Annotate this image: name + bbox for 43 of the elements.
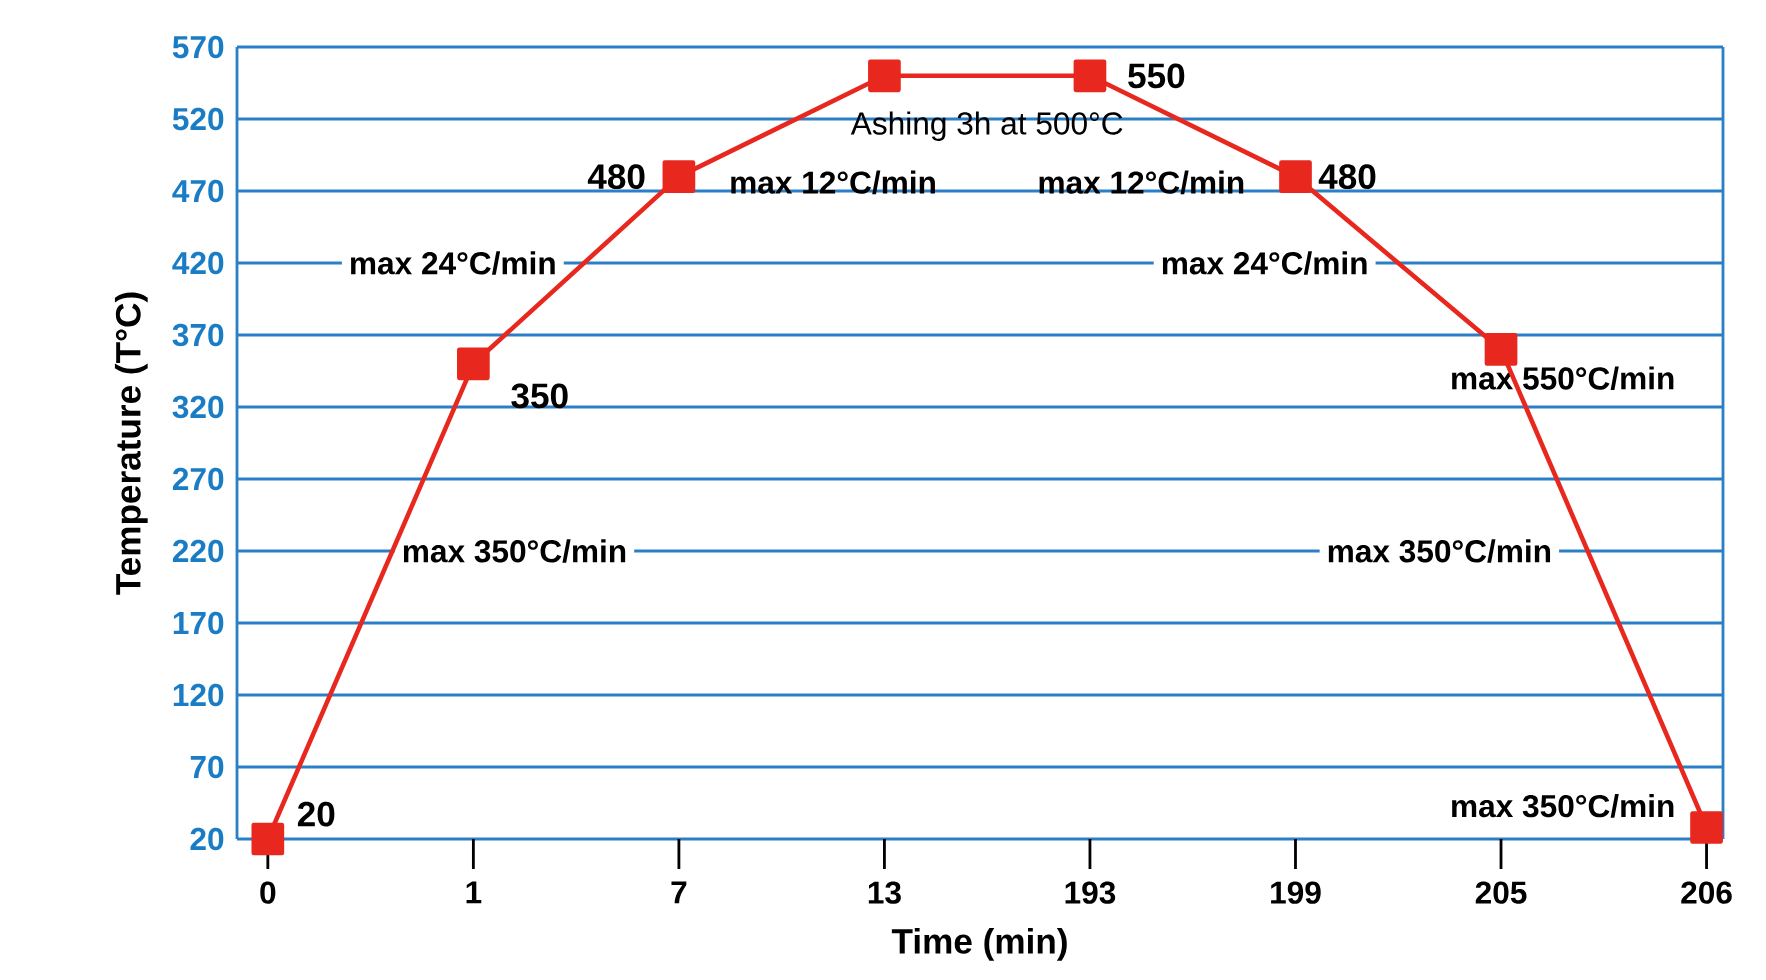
x-tick-label: 199 [1271,881,1321,904]
data-label: 480 [587,164,645,190]
y-tick-label: 520 [172,107,224,131]
point [1279,160,1312,193]
annotation: max 24°C/min [351,251,555,275]
point [1484,333,1518,366]
y-tick-label: 570 [172,35,224,59]
x-tick-label: 1 [466,881,482,904]
annotation: max 24°C/min [1162,251,1367,275]
y-tick-label: 320 [172,395,224,419]
x-tick-label: 7 [671,881,687,904]
y-tick-label: 420 [172,251,224,275]
y-tick-label: 20 [190,827,224,851]
point [251,822,285,856]
y-tick-label: 120 [173,683,224,707]
y-tick-label: 270 [172,467,224,491]
point [1690,811,1723,844]
point [662,160,696,193]
x-tick-label: 205 [1475,881,1527,904]
y-tick-label: 70 [190,755,224,779]
point [1073,59,1107,93]
data-label: 480 [1318,164,1376,190]
x-tick-label: 0 [260,881,276,904]
x-tick-label: 206 [1681,881,1732,904]
data-label: 20 [297,801,335,827]
y-tick-label: 220 [172,539,224,563]
x-tick-label: 13 [868,881,901,904]
annotation: max 350°C/min [1328,539,1551,563]
y-tick-label: 170 [173,611,224,635]
y-tick-label: 370 [172,323,224,347]
x-tick-label: 193 [1065,881,1116,904]
annotation: max 12°C/min [731,170,935,195]
point [868,59,901,93]
annotation: max 550°C/min [1452,366,1674,390]
annotation: max 350°C/min [1452,794,1674,818]
annotation: max 350°C/min [403,539,626,563]
data-label: 550 [1128,63,1185,89]
data-label: 350 [511,383,568,409]
point [457,347,490,381]
x-axis-title: Time (min) [891,928,1067,961]
y-tick-label: 470 [172,179,224,203]
annotation: max 12°C/min [1039,170,1244,195]
y-axis-title: Temperature (T°C) [114,292,148,595]
